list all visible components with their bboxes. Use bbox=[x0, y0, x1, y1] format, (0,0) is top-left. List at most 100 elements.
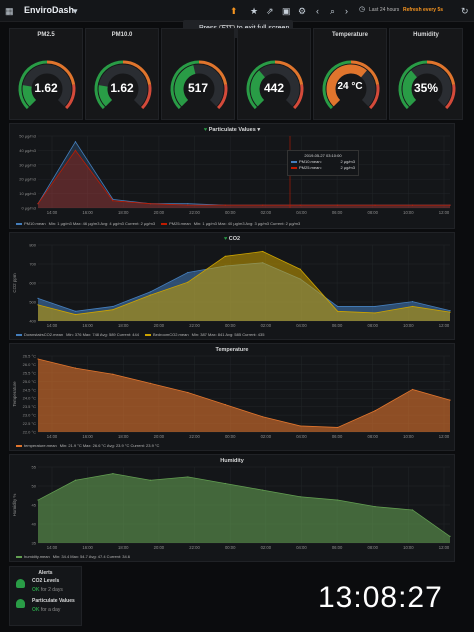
time-range-picker[interactable]: Last 24 hours bbox=[369, 7, 400, 13]
heart-icon: ♥ bbox=[223, 236, 229, 242]
y-tick-label: 50 bbox=[32, 484, 37, 489]
x-tick-label: 00:00 bbox=[225, 545, 236, 550]
gauge-panel[interactable]: 442 bbox=[237, 28, 311, 120]
x-tick-label: 22:00 bbox=[189, 323, 200, 328]
chart-svg[interactable]: 35 40 45 50 55 Humidity % 14:00 16:00 18:00 20:00… bbox=[10, 455, 456, 563]
add-panel-icon[interactable]: ⬆ bbox=[230, 6, 238, 16]
data-point bbox=[449, 535, 451, 537]
gauge-panel[interactable]: 517 bbox=[161, 28, 235, 120]
gauge-arc bbox=[322, 60, 380, 110]
refresh-picker[interactable]: Refresh every 5s bbox=[403, 7, 444, 13]
chart-legend[interactable]: DownstairsCO2.mean Min: 376 Max: 748 Avg:… bbox=[16, 332, 270, 337]
chart-svg[interactable]: 0 µg/m3 10 µg/m3 20 µg/m3 30 µg/m3 40 µg/m3 5… bbox=[10, 124, 456, 230]
threshold-ok bbox=[322, 60, 352, 110]
data-point bbox=[374, 506, 376, 508]
y-tick-label: 400 bbox=[29, 319, 36, 324]
legend-item[interactable]: temperature.mean Min: 21.9 °C Max: 26.6 °… bbox=[16, 443, 159, 448]
co2-panel[interactable]: ♥ CO2 400 500 600 700 800 CO2 ppm 14:00 16:00 18… bbox=[9, 232, 455, 340]
save-icon[interactable]: ▣ bbox=[282, 6, 291, 16]
temperature-panel[interactable]: Temperature 22.0 °C 22.5 °C 23.0 °C 23.5 °C… bbox=[9, 343, 455, 451]
share-icon[interactable]: ⇗ bbox=[266, 6, 274, 16]
gauge-panel[interactable]: PM2.5 1.62 bbox=[9, 28, 83, 120]
gauge-panel[interactable]: PM10.0 1.62 bbox=[85, 28, 159, 120]
chart-legend[interactable]: temperature.mean Min: 21.9 °C Max: 26.6 °… bbox=[16, 443, 165, 448]
data-point bbox=[299, 425, 301, 427]
gauge-title: PM10.0 bbox=[111, 32, 133, 38]
y-tick-label: 500 bbox=[29, 300, 36, 305]
legend-series-name: temperature.mean bbox=[24, 443, 57, 448]
panel-title[interactable]: Temperature bbox=[10, 347, 454, 353]
x-tick-label: 12:00 bbox=[439, 323, 450, 328]
dashboard-title[interactable]: EnviroDash bbox=[24, 5, 75, 15]
data-point bbox=[37, 297, 39, 299]
top-navbar: ▦ EnviroDash ▾ ⬆ ★ ⇗ ▣ ⚙ ‹ ⌕ › ◷ Last 24… bbox=[0, 0, 474, 22]
x-tick-label: 18:00 bbox=[118, 434, 129, 439]
star-icon[interactable]: ★ bbox=[250, 6, 259, 16]
alerts-panel[interactable]: Alerts CO2 Levels OK for 2 days Particul… bbox=[9, 566, 82, 626]
chart-legend[interactable]: PM10.mean Min: 1 µg/m3 Max: 46 µg/m3 Avg:… bbox=[16, 221, 306, 226]
gauge-value: 517 bbox=[187, 81, 209, 95]
gauge-panel[interactable]: Temperature 24 °C bbox=[313, 28, 387, 120]
x-tick-label: 04:00 bbox=[296, 545, 307, 550]
legend-item[interactable]: DownstairsCO2.mean Min: 376 Max: 748 Avg:… bbox=[16, 332, 139, 337]
x-tick-label: 04:00 bbox=[296, 210, 307, 215]
tooltip-series: PM25.mean: bbox=[299, 165, 322, 170]
humidity-panel[interactable]: Humidity 35 40 45 50 55 Humidity % 14:00 16:00 1… bbox=[9, 454, 455, 562]
y-tick-label: 600 bbox=[29, 281, 36, 286]
panel-title: Alerts bbox=[38, 570, 53, 576]
alert-state-text: OK bbox=[32, 587, 40, 593]
data-point bbox=[187, 271, 189, 274]
heart-icon: ♥ bbox=[203, 127, 209, 133]
legend-swatch bbox=[16, 444, 22, 447]
x-tick-label: 08:00 bbox=[367, 434, 378, 439]
threshold-crit bbox=[368, 84, 380, 110]
y-tick-label: 23.0 °C bbox=[23, 413, 36, 418]
panel-title[interactable]: ♥ CO2 bbox=[10, 236, 454, 242]
data-point bbox=[299, 204, 301, 206]
alert-since: for a day bbox=[40, 607, 61, 613]
legend-item[interactable]: PM25.mean Min: 1 µg/m3 Max: 40 µg/m3 Avg:… bbox=[161, 221, 300, 226]
x-tick-label: 20:00 bbox=[154, 323, 165, 328]
gauge-panel[interactable]: Humidity 35% bbox=[389, 28, 463, 120]
particulate-panel[interactable]: ♥ Particulate Values ▾ 0 µg/m3 10 µg/m3 20… bbox=[9, 123, 455, 229]
threshold-crit bbox=[444, 84, 456, 110]
zoom-out-icon[interactable]: ⌕ bbox=[330, 6, 336, 16]
alert-label[interactable]: CO2 Levels bbox=[32, 578, 60, 584]
gear-icon[interactable]: ⚙ bbox=[298, 6, 307, 16]
chart-svg[interactable]: 22.0 °C 22.5 °C 23.0 °C 23.5 °C 24.0 °C 24.5 … bbox=[10, 344, 456, 452]
zoom-back-icon[interactable]: ‹ bbox=[316, 6, 319, 16]
chart-legend[interactable]: humidity.mean Min: 34.4 Max: 54.7 Avg: 47… bbox=[16, 554, 136, 559]
legend-item[interactable]: humidity.mean Min: 34.4 Max: 54.7 Avg: 47… bbox=[16, 554, 130, 559]
refresh-icon[interactable]: ↻ bbox=[461, 6, 469, 16]
legend-item[interactable]: PM10.mean Min: 1 µg/m3 Max: 46 µg/m3 Avg:… bbox=[16, 221, 155, 226]
alert-label[interactable]: Particulate Values bbox=[32, 598, 75, 604]
forward-icon[interactable]: › bbox=[345, 6, 348, 16]
y-tick-label: 35 bbox=[32, 541, 37, 546]
y-tick-label: 23.5 °C bbox=[23, 404, 36, 409]
gauge-fill bbox=[22, 85, 37, 107]
y-tick-label: 50 µg/m3 bbox=[19, 134, 37, 139]
legend-stats: Min: 1 µg/m3 Max: 40 µg/m3 Avg: 3 µg/m3 … bbox=[193, 221, 301, 226]
x-tick-label: 16:00 bbox=[82, 545, 93, 550]
grid-icon[interactable]: ▦ bbox=[5, 6, 14, 16]
x-tick-label: 04:00 bbox=[296, 434, 307, 439]
x-tick-label: 02:00 bbox=[261, 323, 272, 328]
y-tick-label: 800 bbox=[29, 243, 36, 248]
panel-title[interactable]: Humidity bbox=[10, 458, 454, 464]
data-point bbox=[449, 204, 451, 206]
x-tick-label: 22:00 bbox=[189, 545, 200, 550]
data-point bbox=[224, 404, 226, 406]
chevron-down-icon[interactable]: ▾ bbox=[73, 6, 78, 16]
threshold-warn bbox=[350, 60, 380, 86]
y-tick-label: 22.0 °C bbox=[23, 430, 36, 435]
data-point bbox=[74, 141, 77, 143]
x-tick-label: 20:00 bbox=[154, 210, 165, 215]
data-point bbox=[224, 482, 226, 485]
data-point bbox=[411, 305, 414, 308]
panel-title[interactable]: ♥ Particulate Values ▾ bbox=[203, 127, 261, 133]
data-point bbox=[149, 294, 151, 296]
data-point bbox=[374, 312, 376, 314]
legend-item[interactable]: BedroomCO2.mean Min: 387 Max: 841 Avg: 58… bbox=[144, 332, 264, 337]
x-tick-label: 02:00 bbox=[261, 434, 272, 439]
chart-svg[interactable]: 400 500 600 700 800 CO2 ppm 14:00 16:00 18:00 20:… bbox=[10, 233, 456, 341]
